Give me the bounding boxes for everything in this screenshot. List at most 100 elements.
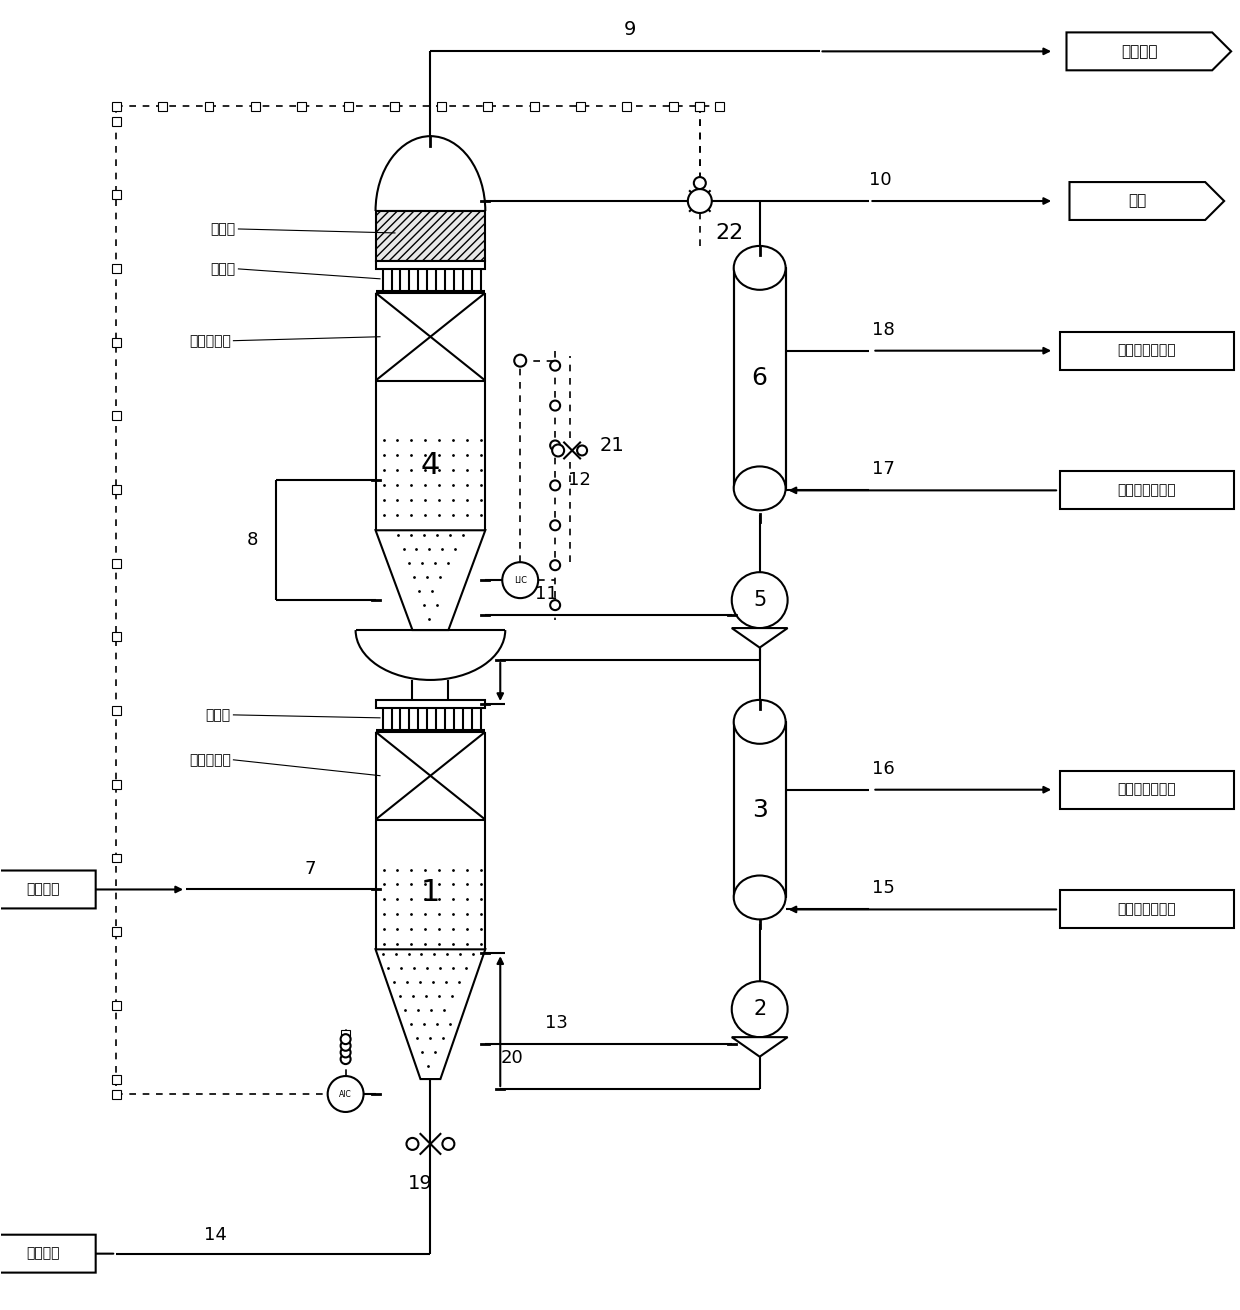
Polygon shape [376,531,485,630]
Text: 第二循环水来水: 第二循环水来水 [1117,483,1176,498]
Circle shape [551,401,560,410]
Circle shape [407,1138,418,1150]
Circle shape [577,445,587,456]
Bar [112,854,120,862]
Bar [205,102,213,111]
Bar [112,633,120,642]
Bar [668,102,678,111]
Circle shape [551,561,560,570]
Text: 20: 20 [500,1049,523,1068]
Text: 4: 4 [420,451,440,479]
Text: 17: 17 [873,460,895,478]
Bar [112,338,120,347]
Text: 除雾器: 除雾器 [211,221,236,236]
Polygon shape [0,871,95,908]
Text: 6: 6 [751,365,768,390]
Text: 第一循环水来水: 第一循环水来水 [1117,903,1176,917]
Bar [341,1030,350,1039]
Ellipse shape [734,246,786,290]
Text: LIC: LIC [513,575,527,584]
Text: 8: 8 [247,532,258,549]
Polygon shape [376,950,485,1079]
Bar [112,117,120,126]
Bar [436,102,445,111]
Circle shape [551,520,560,531]
Text: 9: 9 [624,21,636,39]
Bar [112,779,120,789]
Text: 2: 2 [753,1000,766,1019]
Text: 含尘尾气: 含尘尾气 [26,883,60,896]
Bar [112,1074,120,1083]
Text: 10: 10 [869,172,892,189]
Bar [112,485,120,494]
Bar [715,102,724,111]
Circle shape [694,177,706,189]
Text: 分布器: 分布器 [211,262,236,276]
Bar [1059,472,1234,510]
Bar [1059,891,1234,929]
Circle shape [327,1076,363,1112]
Bar [376,261,485,269]
Bar [577,102,585,111]
Circle shape [688,189,712,214]
Circle shape [341,1055,351,1064]
Circle shape [341,1034,351,1044]
Ellipse shape [734,466,786,511]
Text: AIC: AIC [340,1090,352,1099]
Bar [1059,770,1234,808]
Circle shape [551,600,560,610]
Text: 15: 15 [873,879,895,897]
Circle shape [502,562,538,599]
Bar [391,102,399,111]
Bar [696,102,704,111]
Text: 5: 5 [753,590,766,610]
Text: 22: 22 [715,223,744,242]
Circle shape [551,481,560,490]
Polygon shape [1066,33,1231,71]
Text: 13: 13 [546,1014,568,1032]
Circle shape [732,572,787,627]
Text: 含尘污水: 含尘污水 [26,1247,60,1260]
Text: 填料或塔盘: 填料或塔盘 [188,753,231,766]
Text: 第二循环水回水: 第二循环水回水 [1117,343,1176,358]
Bar [734,722,786,897]
Circle shape [443,1138,454,1150]
Circle shape [515,355,526,367]
Bar [157,102,167,111]
Bar [112,1090,120,1099]
Text: 18: 18 [873,321,895,339]
Bar [112,190,120,199]
Text: 清水: 清水 [1128,194,1147,208]
Bar [112,706,120,715]
Polygon shape [0,1235,95,1272]
Bar [622,102,631,111]
Circle shape [552,444,564,456]
Circle shape [551,440,560,451]
Bar [484,102,492,111]
Text: 3: 3 [751,798,768,821]
Circle shape [551,360,560,371]
Text: 1: 1 [420,878,440,907]
Ellipse shape [734,700,786,744]
Text: 第一循环水回水: 第一循环水回水 [1117,782,1176,796]
Bar [250,102,260,111]
Bar [112,265,120,272]
Bar [529,102,538,111]
Circle shape [732,981,787,1038]
Text: 填料或塔盘: 填料或塔盘 [188,334,231,347]
Bar [696,102,704,111]
Text: 12: 12 [568,472,591,490]
Text: 16: 16 [873,760,895,778]
Bar [343,102,353,111]
Bar [112,102,120,111]
Circle shape [341,1048,351,1057]
Bar [298,102,306,111]
Text: 洁净尾气: 洁净尾气 [1121,43,1158,59]
Text: 分布器: 分布器 [206,707,231,722]
Ellipse shape [734,875,786,920]
Text: 7: 7 [305,859,316,878]
Bar [112,411,120,421]
Text: 19: 19 [408,1174,433,1193]
Text: 21: 21 [600,436,625,455]
Text: 11: 11 [536,586,558,603]
